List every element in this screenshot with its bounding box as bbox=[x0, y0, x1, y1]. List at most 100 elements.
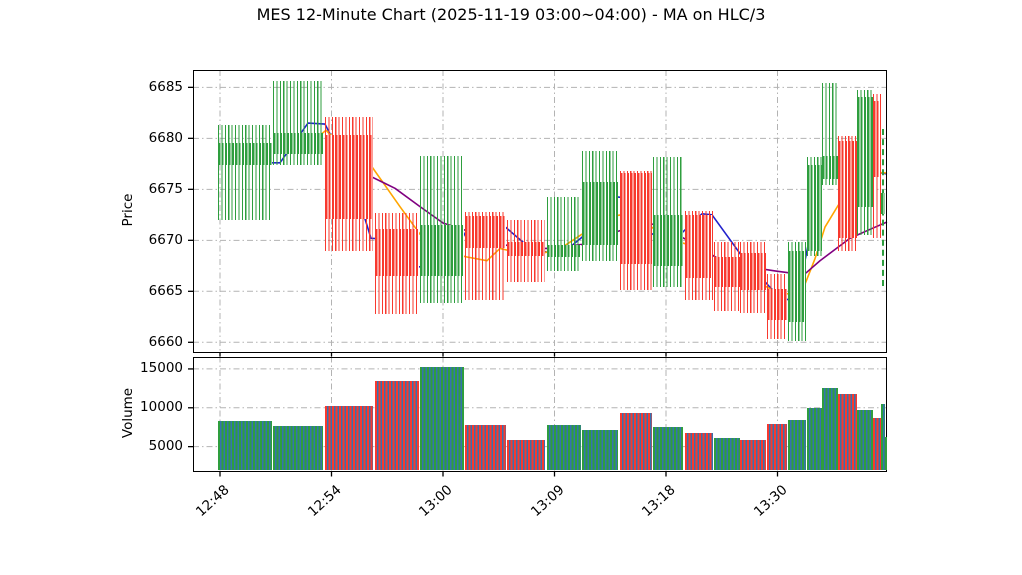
candle-upper-wick bbox=[325, 116, 373, 136]
volume-bar bbox=[885, 436, 887, 471]
volume-bar bbox=[873, 417, 881, 471]
volume-bar bbox=[767, 424, 787, 471]
candle-body bbox=[273, 133, 323, 154]
candle-upper-wick bbox=[714, 242, 740, 257]
candle-upper-wick bbox=[767, 273, 787, 290]
candle-upper-wick bbox=[788, 242, 806, 251]
chart-title: MES 12-Minute Chart (2025-11-19 03:00~04… bbox=[256, 5, 766, 24]
candle-body bbox=[420, 225, 464, 276]
candle-lower-wick bbox=[375, 276, 419, 314]
candle-upper-wick bbox=[807, 156, 822, 165]
volume-bar bbox=[465, 424, 506, 471]
candle-body bbox=[767, 289, 787, 320]
candle-lower-wick bbox=[740, 290, 766, 313]
candle-body bbox=[807, 164, 822, 251]
candle-body bbox=[507, 242, 545, 256]
volume-bar bbox=[273, 426, 323, 471]
volume-bar bbox=[218, 420, 272, 471]
candle-upper-wick bbox=[582, 150, 618, 183]
candle-lower-wick bbox=[873, 177, 881, 239]
candle-upper-wick bbox=[218, 125, 272, 144]
candle-body bbox=[685, 214, 713, 279]
volume-bar bbox=[582, 429, 618, 471]
volume-bar bbox=[714, 438, 740, 471]
candle-body bbox=[714, 256, 740, 288]
candle-lower-wick bbox=[620, 263, 652, 291]
volume-bar bbox=[375, 381, 419, 471]
volume-bar bbox=[807, 407, 822, 471]
volume-bar bbox=[838, 393, 857, 471]
candle-upper-wick bbox=[273, 81, 323, 134]
volume-bar bbox=[857, 410, 873, 471]
candle-upper-wick bbox=[547, 197, 581, 246]
volume-tick-label: 10000 bbox=[140, 399, 183, 416]
volume-bar bbox=[653, 427, 683, 471]
candle-upper-wick bbox=[620, 170, 652, 173]
candle-upper-wick bbox=[375, 212, 419, 230]
candle-lower-wick bbox=[767, 319, 787, 340]
candle-body bbox=[582, 182, 618, 246]
candle-lower-wick bbox=[807, 250, 822, 256]
price-tick-label: 6660 bbox=[148, 333, 183, 350]
candle-upper-wick bbox=[857, 90, 873, 97]
candle-body bbox=[822, 155, 838, 180]
candle-lower-wick bbox=[465, 248, 506, 301]
candle-upper-wick bbox=[838, 136, 857, 142]
volume-bar bbox=[325, 406, 373, 471]
candle-body bbox=[873, 100, 881, 178]
volume-panel bbox=[193, 356, 887, 472]
candle-upper-wick bbox=[507, 219, 545, 243]
candle-body bbox=[375, 229, 419, 276]
price-panel bbox=[193, 70, 887, 353]
candle-upper-wick bbox=[740, 242, 766, 253]
price-tick-label: 6680 bbox=[148, 129, 183, 146]
price-tick-label: 6675 bbox=[148, 180, 183, 197]
candle-upper-wick bbox=[465, 211, 506, 216]
volume-bar bbox=[822, 388, 838, 471]
volume-bar bbox=[620, 413, 652, 471]
price-tick-label: 6670 bbox=[148, 231, 183, 248]
candle-lower-wick bbox=[273, 153, 323, 165]
candle-upper-wick bbox=[685, 210, 713, 215]
candle-lower-wick bbox=[507, 255, 545, 283]
volume-bar bbox=[420, 367, 464, 471]
volume-tick-label: 15000 bbox=[140, 360, 183, 377]
candle-body bbox=[620, 173, 652, 264]
candle-upper-wick bbox=[653, 156, 683, 215]
candle-body bbox=[881, 193, 885, 214]
candle-body bbox=[218, 143, 272, 165]
volume-bar bbox=[881, 403, 885, 471]
candle-body bbox=[547, 245, 581, 257]
candle-lower-wick bbox=[685, 278, 713, 301]
candle-lower-wick bbox=[838, 238, 857, 251]
candle-lower-wick bbox=[653, 265, 683, 288]
candle-lower-wick bbox=[325, 218, 373, 251]
price-tick-label: 6665 bbox=[148, 282, 183, 299]
candle-body bbox=[740, 252, 766, 291]
candle-lower-wick bbox=[218, 164, 272, 220]
candle-body bbox=[838, 141, 857, 239]
candle-lower-wick bbox=[547, 256, 581, 271]
candle-upper-wick bbox=[822, 83, 838, 156]
candle-body bbox=[857, 96, 873, 207]
volume-bar bbox=[547, 424, 581, 471]
candle-upper-wick bbox=[420, 155, 464, 225]
candle-body bbox=[465, 215, 506, 249]
candle-lower-wick bbox=[420, 276, 464, 303]
candle-lower-wick bbox=[857, 206, 873, 236]
candle-lower-wick bbox=[822, 179, 838, 186]
volume-bar bbox=[788, 420, 806, 471]
candle-lower-wick bbox=[714, 287, 740, 311]
volume-bar bbox=[740, 440, 766, 471]
candle-body bbox=[325, 135, 373, 219]
price-tick-label: 6685 bbox=[148, 78, 183, 95]
candle-upper-wick bbox=[873, 94, 881, 101]
volume-tick-label: 5000 bbox=[148, 438, 183, 455]
volume-bar bbox=[507, 440, 545, 471]
candle-body bbox=[653, 214, 683, 266]
candle-lower-wick bbox=[582, 245, 618, 261]
volume-bar bbox=[685, 433, 713, 471]
candle-lower-wick bbox=[788, 321, 806, 342]
candle-body bbox=[788, 250, 806, 322]
